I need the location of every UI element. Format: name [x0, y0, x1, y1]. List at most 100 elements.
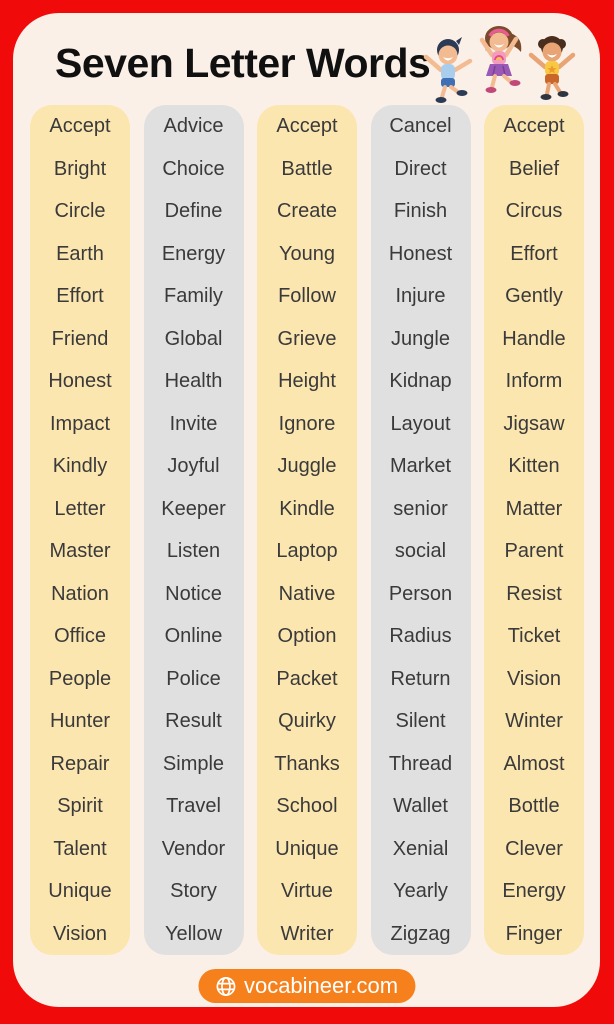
word-cell: Letter — [54, 497, 106, 520]
word-cell: Police — [166, 667, 221, 690]
word-cell: Quirky — [278, 710, 336, 732]
word-cell: Matter — [505, 497, 563, 520]
word-cell: Inform — [505, 370, 563, 392]
word-cell: Energy — [161, 242, 226, 265]
word-cell: Vision — [52, 922, 108, 945]
word-cell: Radius — [389, 625, 452, 647]
word-cell: Health — [164, 370, 223, 392]
website-url: vocabineer.com — [243, 973, 399, 998]
word-cell: Cancel — [389, 115, 452, 137]
word-cell: Create — [276, 200, 338, 222]
word-cell: Finger — [505, 922, 563, 945]
word-cell: Resist — [506, 582, 562, 605]
word-cell: Online — [164, 625, 223, 647]
word-cell: Result — [165, 710, 222, 732]
word-cell: Juggle — [277, 455, 337, 477]
word-cell: Kindle — [279, 497, 335, 520]
word-cell: Simple — [162, 752, 225, 775]
word-cell: School — [276, 795, 338, 817]
word-cell: Option — [277, 625, 337, 647]
word-cell: Xenial — [392, 837, 449, 860]
word-cell: Circus — [505, 200, 563, 222]
word-cell: Vendor — [161, 837, 226, 860]
word-cell: Office — [54, 625, 106, 647]
word-columns: Accept Bright Circle Earth Effort Friend Hones… — [30, 105, 584, 955]
kid-pink-girl — [479, 26, 522, 93]
word-cell: Accept — [276, 115, 338, 137]
word-cell: Energy — [502, 880, 566, 902]
word-cell: Native — [278, 582, 336, 605]
word-cell: Laptop — [276, 540, 338, 562]
word-cell: Silent — [395, 710, 446, 732]
word-cell: Ignore — [278, 412, 336, 435]
word-cell: social — [394, 540, 447, 562]
word-cell: Kidnap — [389, 370, 452, 392]
word-cell: Kindly — [52, 455, 108, 477]
word-cell: Listen — [166, 540, 221, 562]
word-cell: Accept — [49, 115, 111, 137]
word-cell: Almost — [503, 752, 565, 775]
website-badge[interactable]: vocabineer.com — [197, 969, 416, 1003]
word-cell: Direct — [394, 157, 447, 180]
word-list-card: Seven Letter Words — [13, 13, 600, 1007]
word-cell: Ticket — [507, 625, 561, 647]
word-cell: Impact — [49, 412, 111, 435]
word-column-3: Accept Battle Create Young Follow Grieve Heigh… — [257, 105, 357, 955]
word-cell: Wallet — [393, 795, 448, 817]
word-cell: Honest — [388, 242, 453, 265]
word-cell: Jigsaw — [503, 412, 565, 435]
word-cell: Vision — [506, 667, 562, 690]
word-cell: Unique — [48, 880, 112, 902]
word-cell: Thread — [388, 752, 453, 775]
word-cell: Virtue — [281, 880, 333, 902]
word-cell: Spirit — [57, 795, 103, 817]
word-cell: Global — [164, 327, 223, 350]
word-cell: Circle — [54, 200, 106, 222]
word-column-1: Accept Bright Circle Earth Effort Friend Hones… — [30, 105, 130, 955]
word-cell: Repair — [50, 752, 110, 775]
word-cell: Define — [164, 200, 223, 222]
word-cell: Writer — [280, 922, 334, 945]
word-cell: Yearly — [393, 880, 448, 902]
word-cell: Zigzag — [390, 922, 451, 945]
word-cell: Market — [389, 455, 452, 477]
word-cell: Handle — [502, 327, 566, 350]
word-cell: Story — [170, 880, 217, 902]
word-cell: Friend — [51, 327, 109, 350]
word-cell: senior — [393, 497, 448, 520]
word-cell: Return — [390, 667, 451, 690]
word-cell: Gently — [505, 285, 563, 307]
word-cell: Bottle — [508, 795, 560, 817]
word-cell: Bright — [53, 157, 107, 180]
word-cell: Keeper — [161, 497, 226, 520]
globe-icon — [216, 976, 235, 996]
word-cell: Height — [278, 370, 336, 392]
word-cell: Accept — [503, 115, 565, 137]
word-column-5: Accept Belief Circus Effort Gently Handle Info… — [484, 105, 584, 955]
word-cell: Grieve — [277, 327, 337, 350]
word-cell: Packet — [276, 667, 338, 690]
word-cell: Notice — [165, 582, 222, 605]
word-cell: Clever — [505, 837, 563, 860]
word-cell: Layout — [390, 412, 451, 435]
word-cell: Jungle — [391, 327, 450, 350]
word-cell: Family — [164, 285, 223, 307]
word-cell: Hunter — [49, 710, 111, 732]
word-cell: Young — [279, 242, 335, 265]
word-cell: Person — [388, 582, 453, 605]
word-cell: Winter — [505, 710, 563, 732]
word-cell: Talent — [53, 837, 107, 860]
word-cell: Advice — [163, 115, 224, 137]
word-cell: Nation — [51, 582, 109, 605]
word-cell: Earth — [56, 242, 104, 265]
word-cell: Finish — [393, 200, 448, 222]
word-cell: Unique — [275, 837, 339, 860]
word-cell: People — [48, 667, 112, 690]
word-column-2: Advice Choice Define Energy Family Global Heal… — [143, 105, 244, 955]
page-title: Seven Letter Words — [55, 40, 431, 86]
word-column-4: Cancel Direct Finish Honest Injure Jungle Kidn… — [370, 105, 471, 955]
kid-yellow-boy — [528, 36, 576, 100]
word-cell: Thanks — [274, 752, 340, 775]
word-cell: Parent — [504, 540, 564, 562]
word-cell: Effort — [56, 285, 104, 307]
